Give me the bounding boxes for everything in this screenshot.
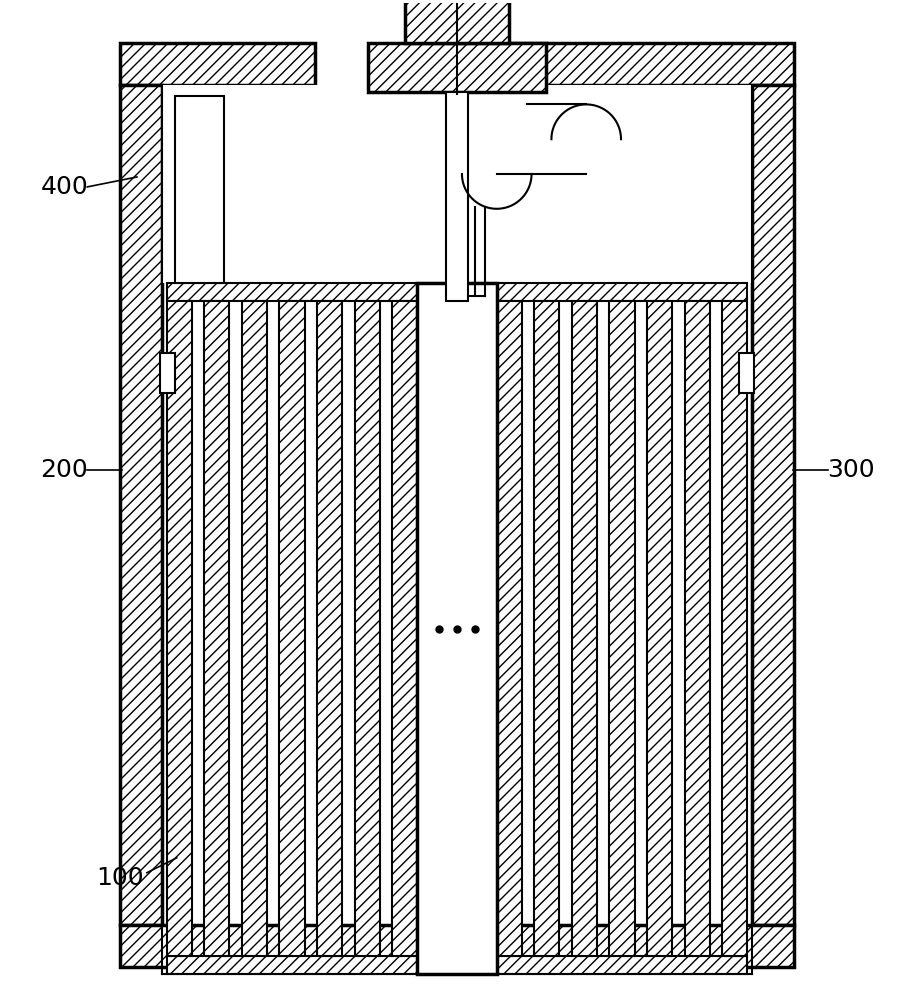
Bar <box>242 301 267 956</box>
Bar <box>120 925 794 967</box>
Text: 400: 400 <box>40 175 88 199</box>
Bar <box>572 301 597 956</box>
Bar <box>393 301 417 956</box>
Bar <box>355 301 380 956</box>
Bar <box>167 283 748 301</box>
Bar <box>279 301 305 956</box>
Bar <box>175 96 224 283</box>
Text: 100: 100 <box>96 866 144 890</box>
Bar <box>204 301 230 956</box>
Bar <box>444 43 794 85</box>
Bar <box>167 956 748 974</box>
Bar <box>120 43 315 85</box>
Bar <box>404 0 509 43</box>
Bar <box>739 353 754 393</box>
Bar <box>368 43 546 92</box>
Bar <box>534 301 559 956</box>
Text: 300: 300 <box>827 458 875 482</box>
Bar <box>162 85 752 283</box>
Text: 200: 200 <box>40 458 88 482</box>
Bar <box>120 85 162 925</box>
Bar <box>684 301 710 956</box>
Bar <box>752 85 794 925</box>
Bar <box>447 92 468 301</box>
Bar <box>497 301 522 956</box>
Bar <box>422 923 491 941</box>
Bar <box>167 301 192 956</box>
Bar <box>160 353 175 393</box>
Bar <box>609 301 634 956</box>
Bar <box>318 301 342 956</box>
Bar <box>417 283 497 974</box>
Bar <box>722 301 748 956</box>
Bar <box>162 85 752 925</box>
Bar <box>647 301 673 956</box>
